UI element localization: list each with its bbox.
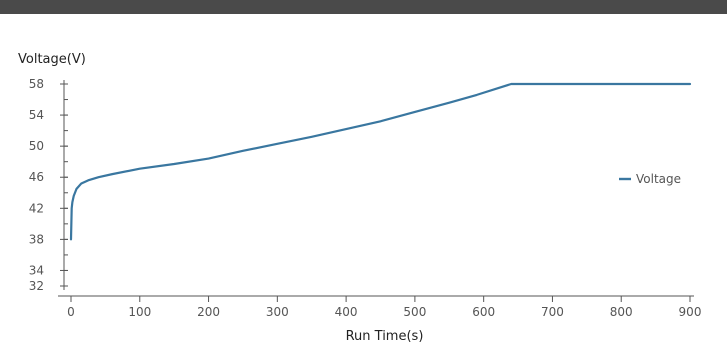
y-tick-label: 38 xyxy=(29,232,44,246)
x-tick-label: 600 xyxy=(472,305,495,319)
x-tick-label: 900 xyxy=(679,305,702,319)
x-tick-label: 500 xyxy=(403,305,426,319)
x-tick-label: 700 xyxy=(541,305,564,319)
x-tick-label: 300 xyxy=(266,305,289,319)
x-tick-label: 800 xyxy=(610,305,633,319)
y-tick-label: 50 xyxy=(29,139,44,153)
legend: Voltage xyxy=(619,172,681,186)
axes: 32 34 38 42 46 50 54 58 0 100 200 300 400 500 600 700 80… xyxy=(29,77,702,319)
x-tick-label: 400 xyxy=(335,305,358,319)
y-tick-label: 54 xyxy=(29,108,44,122)
x-tick-label: 100 xyxy=(128,305,151,319)
y-tick-label: 46 xyxy=(29,170,44,184)
series-line-voltage xyxy=(69,82,692,241)
x-axis-title: Run Time(s) xyxy=(346,329,424,344)
x-tick-label: 0 xyxy=(67,305,75,319)
x-tick-label: 200 xyxy=(197,305,220,319)
top-bar xyxy=(0,0,727,14)
y-tick-label: 34 xyxy=(29,263,44,277)
y-tick-label: 42 xyxy=(29,201,44,215)
y-axis-title: Voltage(V) xyxy=(18,52,86,67)
legend-label: Voltage xyxy=(636,172,681,186)
y-tick-label: 32 xyxy=(29,279,44,293)
series-layer xyxy=(69,82,692,241)
y-tick-label: 58 xyxy=(29,77,44,91)
